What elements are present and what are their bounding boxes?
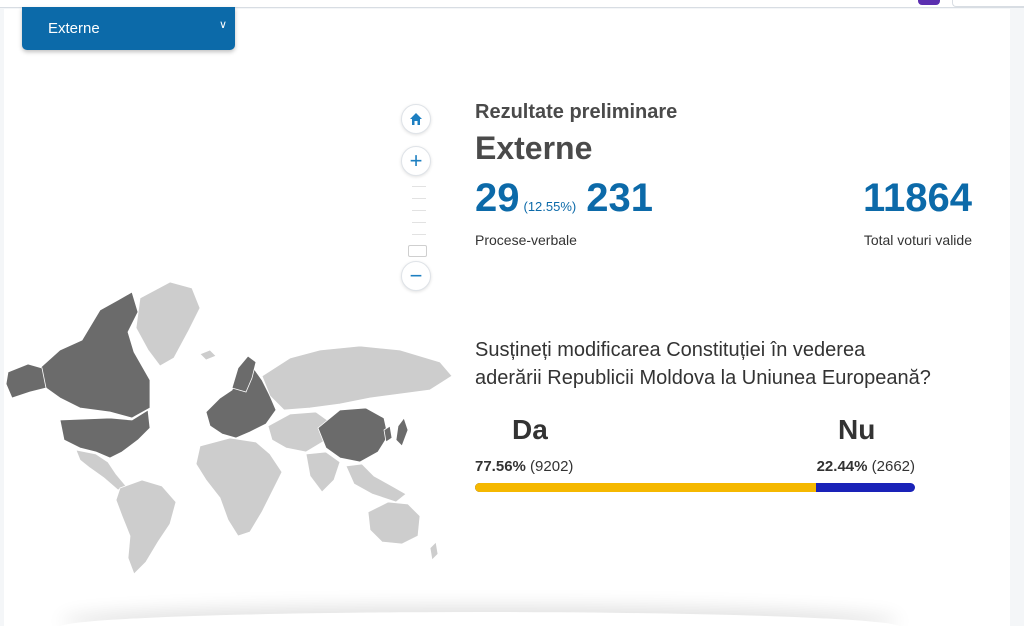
zoom-slider-track[interactable] (412, 180, 426, 240)
map-korea[interactable] (383, 425, 393, 443)
map-south-america[interactable] (115, 479, 177, 575)
results-bar (475, 483, 915, 492)
map-southeast-asia[interactable] (345, 463, 407, 503)
answer-da-percent: 77.56% (475, 458, 526, 475)
map-zoom-out-button[interactable]: − (401, 261, 431, 291)
total-valid-votes: 11864 (862, 176, 972, 220)
map-africa[interactable] (195, 437, 283, 537)
map-zoom-in-button[interactable]: + (401, 146, 431, 176)
map-russia[interactable] (261, 345, 453, 411)
processed-reports-percent: (12.55%) (523, 199, 577, 214)
referendum-question: Susțineți modificarea Constituției în ve… (475, 336, 945, 392)
zoom-tick (412, 186, 426, 187)
top-bar-panel (952, 0, 1024, 7)
top-bar (0, 0, 1024, 8)
zoom-tick (412, 222, 426, 223)
zoom-tick (412, 234, 426, 235)
answer-da-votes: (9202) (530, 458, 574, 475)
zoom-tick (412, 210, 426, 211)
map-alaska[interactable] (5, 363, 47, 399)
reports-label: Procese-verbale (475, 232, 577, 248)
answer-nu-votes: (2662) (871, 458, 915, 475)
region-dropdown-value: Externe (48, 20, 100, 37)
region-name: Externe (475, 130, 593, 166)
answer-da-result: 77.56% (9202) (475, 458, 573, 475)
total-valid-label: Total voturi valide (863, 232, 972, 248)
map-australia[interactable] (367, 501, 421, 545)
answer-nu-label: Nu (838, 414, 876, 445)
map-iceland[interactable] (199, 349, 217, 361)
next-card-edge (60, 612, 900, 626)
map-home-button[interactable] (401, 104, 431, 134)
plus-icon: + (409, 148, 423, 173)
minus-icon: − (409, 263, 423, 288)
zoom-slider-handle[interactable] (408, 245, 427, 257)
map-new-zealand[interactable] (429, 541, 439, 561)
answer-da-label: Da (512, 414, 548, 445)
map-south-asia[interactable] (305, 451, 341, 493)
map-canada[interactable] (39, 291, 151, 419)
map-japan[interactable] (395, 417, 409, 447)
map-china[interactable] (317, 407, 389, 463)
chevron-down-icon: ∨ (218, 19, 227, 31)
nav-indicator (918, 0, 940, 5)
map-scandinavia[interactable] (231, 355, 257, 393)
question-line-1: Susțineți modificarea Constituției în ve… (475, 339, 866, 361)
region-dropdown[interactable]: Externe ∨ (22, 7, 235, 50)
question-line-2: aderării Republicii Moldova la Uniunea E… (475, 367, 931, 389)
zoom-tick (412, 198, 426, 199)
map-greenland[interactable] (135, 281, 201, 367)
answer-nu-result: 22.44% (2662) (817, 458, 915, 475)
answer-nu-percent: 22.44% (816, 458, 868, 475)
home-icon (410, 113, 422, 125)
processed-reports-count: 29 (475, 176, 520, 220)
results-title: Rezultate preliminare (475, 101, 678, 123)
world-map[interactable] (0, 280, 460, 580)
map-mexico[interactable] (75, 449, 127, 491)
processed-reports-stat: 29 (12.55%) 231 (475, 176, 653, 221)
total-reports-count: 231 (586, 176, 653, 220)
results-bar-da (475, 483, 817, 492)
map-usa[interactable] (59, 409, 151, 459)
